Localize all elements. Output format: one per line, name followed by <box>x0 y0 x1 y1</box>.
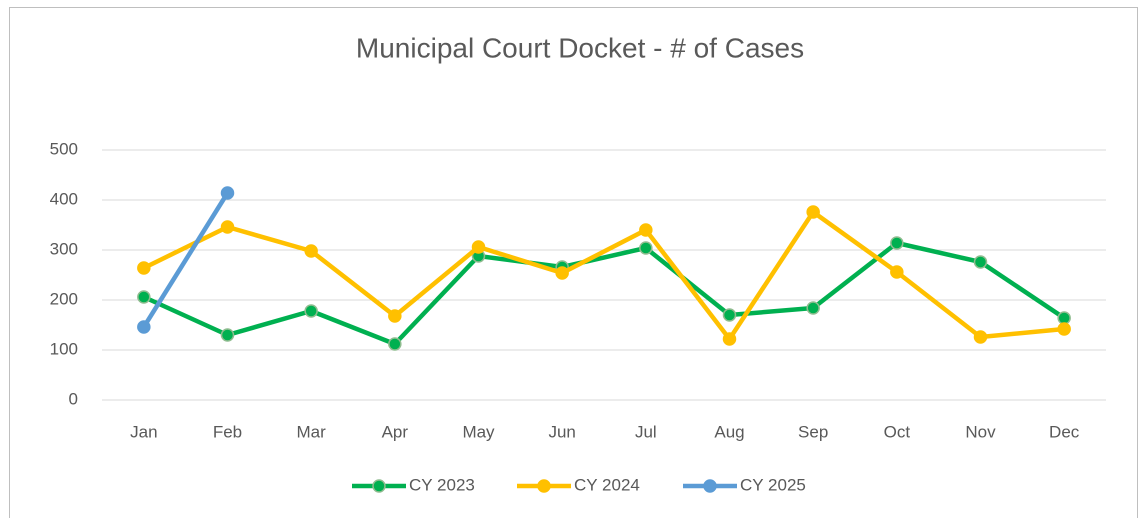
point <box>890 265 904 279</box>
x-tick-label: Nov <box>965 422 996 441</box>
point <box>639 223 653 237</box>
point <box>973 255 988 269</box>
legend-label: CY 2024 <box>574 475 640 494</box>
point <box>806 301 820 315</box>
point <box>722 308 737 322</box>
point <box>304 244 318 258</box>
point <box>890 236 904 250</box>
x-tick-label: Sep <box>798 422 828 441</box>
point <box>806 205 820 219</box>
point <box>388 337 402 351</box>
point <box>1057 322 1071 336</box>
point <box>220 186 235 200</box>
series-line <box>142 240 1066 347</box>
point <box>1057 311 1071 325</box>
legend-marker <box>537 479 551 493</box>
legend-marker <box>372 479 386 493</box>
x-tick-label: Oct <box>884 422 911 441</box>
point <box>220 328 235 342</box>
x-tick-label: Feb <box>213 422 242 441</box>
series-line <box>142 209 1065 342</box>
legend-label: CY 2023 <box>409 475 475 494</box>
point <box>220 220 235 234</box>
point <box>722 332 737 346</box>
y-tick-label: 200 <box>50 289 78 308</box>
y-tick-label: 500 <box>50 139 78 158</box>
chart-title: Municipal Court Docket - # of Cases <box>356 32 804 63</box>
y-tick-label: 300 <box>50 239 78 258</box>
legend-marker <box>703 479 717 493</box>
point <box>137 290 151 304</box>
point <box>639 241 653 255</box>
x-tick-label: Jun <box>548 422 575 441</box>
series-line <box>141 191 230 329</box>
point <box>471 240 486 254</box>
x-tick-label: Dec <box>1049 422 1080 441</box>
x-tick-label: Jan <box>130 422 157 441</box>
y-tick-label: 100 <box>50 339 78 358</box>
legend-label: CY 2025 <box>740 475 806 494</box>
point <box>304 304 318 318</box>
y-tick-label: 0 <box>69 389 78 408</box>
y-tick-label: 400 <box>50 189 78 208</box>
point <box>137 261 151 275</box>
x-tick-label: Mar <box>297 422 327 441</box>
x-tick-label: May <box>462 422 495 441</box>
point <box>973 330 988 344</box>
x-tick-label: Jul <box>635 422 657 441</box>
x-tick-label: Aug <box>714 422 744 441</box>
point <box>555 266 569 280</box>
point <box>137 320 151 334</box>
x-tick-label: Apr <box>382 422 409 441</box>
point <box>388 309 402 323</box>
